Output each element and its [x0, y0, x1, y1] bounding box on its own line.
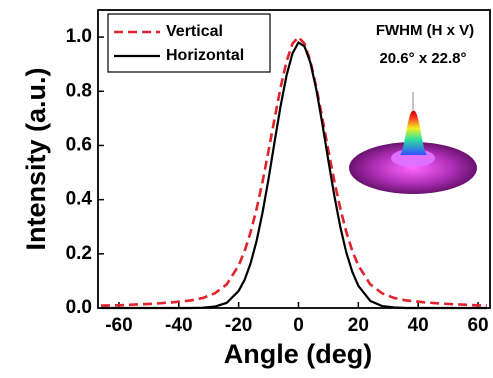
- inset-image: [347, 82, 490, 215]
- legend-label: Vertical: [166, 23, 223, 40]
- y-axis-label: Intensity (a.u.): [21, 67, 51, 250]
- y-tick-label: 0.8: [66, 80, 92, 101]
- x-tick-label: 0: [293, 315, 304, 336]
- y-tick-label: 0.0: [66, 297, 92, 318]
- x-axis-label: Angle (deg): [224, 339, 373, 369]
- chart: Angle (deg) Intensity (a.u.) FWHM (H x V…: [0, 0, 493, 378]
- annotation: FWHM (H x V): [376, 22, 474, 39]
- legend-label: Horizontal: [166, 47, 244, 64]
- x-tick-label: 40: [408, 315, 429, 336]
- y-tick-label: 0.6: [66, 134, 92, 155]
- x-tick-label: 20: [348, 315, 369, 336]
- x-tick-label: 60: [467, 315, 488, 336]
- x-tick-label: -60: [105, 315, 132, 336]
- y-tick-label: 1.0: [66, 26, 92, 47]
- page: Angle (deg) Intensity (a.u.) FWHM (H x V…: [0, 0, 493, 378]
- x-tick-label: -40: [165, 315, 192, 336]
- annotation: 20.6° x 22.8°: [379, 50, 466, 67]
- y-tick-label: 0.4: [66, 189, 93, 210]
- y-tick-label: 0.2: [66, 243, 92, 264]
- legend: Vertical Horizontal: [108, 14, 270, 72]
- x-tick-label: -20: [225, 315, 252, 336]
